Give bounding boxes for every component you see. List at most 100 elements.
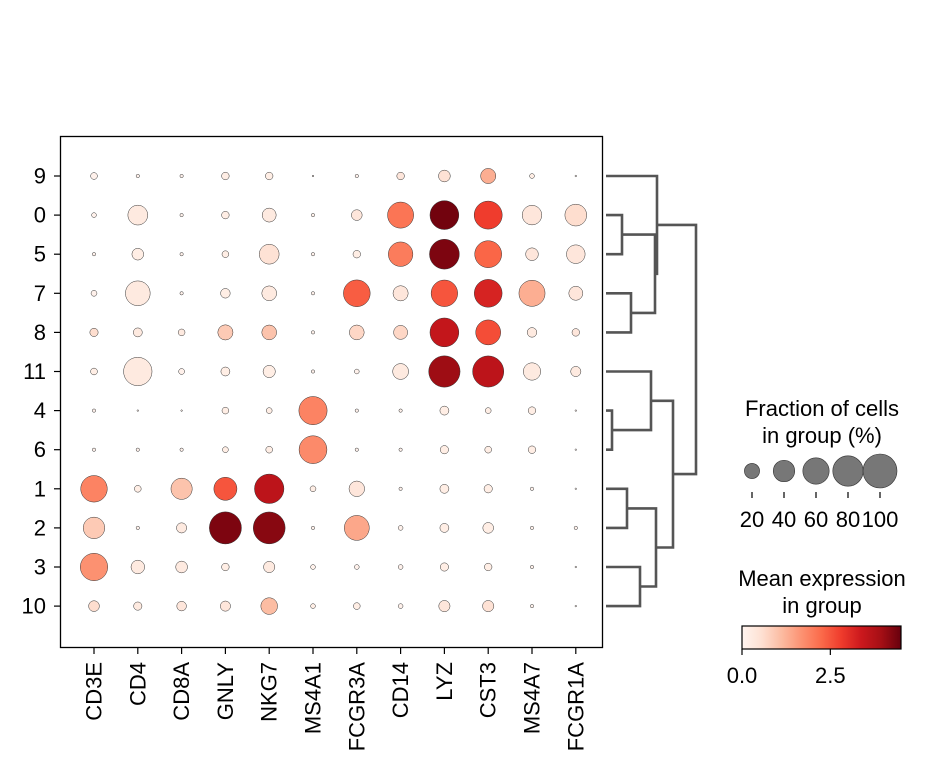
dot-7-CD14 [392, 285, 409, 302]
dot-11-MS4A7 [523, 362, 541, 381]
dot-3-CST3 [484, 562, 493, 572]
dot-11-CD3E [90, 367, 98, 376]
group-label-5: 5 [34, 242, 46, 267]
colorbar-label: 0.0 [727, 663, 758, 688]
color-legend: Mean expression in group 0.0 2.5 [727, 566, 906, 688]
size-legend-dot [832, 455, 864, 487]
dendrogram-link [657, 223, 698, 476]
dot-8-CD14 [393, 325, 408, 340]
dendrogram-link [606, 213, 624, 256]
dot-4-LYZ [439, 405, 450, 416]
dot-5-CD14 [388, 241, 414, 267]
dot-0-LYZ [429, 200, 460, 230]
dot-9-FCGR1A [574, 174, 577, 178]
dot-3-FCGR1A [574, 565, 577, 569]
dot-11-FCGR1A [570, 366, 582, 377]
dot-8-CD8A [177, 328, 186, 337]
group-label-0: 0 [34, 203, 46, 228]
dot-6-NKG7 [265, 446, 273, 454]
dot-3-MS4A1 [310, 564, 316, 570]
dot-11-CD8A [178, 368, 185, 375]
dot-1-GNLY [213, 477, 238, 501]
group-label-4: 4 [34, 398, 46, 423]
dot-0-CD3E [91, 212, 97, 218]
dot-4-GNLY [221, 406, 230, 415]
dot-0-GNLY [221, 211, 230, 220]
dot-0-MS4A1 [311, 213, 315, 218]
dot-0-CST3 [473, 200, 503, 230]
dot-8-NKG7 [261, 324, 277, 341]
dot-1-CD4 [134, 485, 142, 493]
gene-label-CD8A: CD8A [169, 662, 194, 721]
dot-3-CD14 [397, 564, 404, 570]
dot-10-GNLY [220, 600, 231, 612]
gene-label-MS4A1: MS4A1 [301, 662, 326, 734]
colorbar [741, 625, 902, 650]
dot-11-GNLY [220, 366, 231, 377]
group-label-3: 3 [34, 555, 46, 580]
dot-9-FCGR3A [354, 174, 359, 178]
group-label-2: 2 [34, 515, 46, 540]
dot-11-LYZ [428, 355, 461, 388]
dot-7-FCGR3A [343, 279, 371, 307]
color-legend-title-line1: Mean expression [738, 566, 906, 591]
dot-1-CD14 [398, 486, 403, 491]
size-legend-dot [744, 463, 760, 479]
dot-7-CD4 [125, 280, 151, 306]
dendrogram-link [606, 174, 659, 276]
dot-5-MS4A1 [311, 252, 315, 257]
dot-1-LYZ [439, 484, 450, 494]
dot-0-FCGR3A [351, 209, 363, 221]
dot-10-FCGR1A [574, 605, 577, 608]
dot-4-CST3 [485, 407, 492, 414]
dot-3-LYZ [439, 562, 449, 572]
dot-1-NKG7 [254, 473, 285, 504]
dot-2-CD8A [176, 522, 187, 534]
dot-2-CST3 [482, 522, 494, 534]
dot-8-CD3E [89, 327, 99, 337]
dot-7-NKG7 [261, 285, 277, 301]
dot-7-MS4A1 [311, 291, 315, 296]
dot-5-FCGR1A [566, 244, 586, 264]
dot-10-FCGR3A [353, 602, 361, 610]
dot-1-MS4A7 [530, 486, 534, 491]
dot-6-FCGR3A [354, 447, 359, 452]
dot-6-CD8A [179, 447, 184, 452]
dot-7-CD8A [179, 291, 184, 296]
dot-6-GNLY [222, 446, 229, 453]
dot-4-FCGR1A [574, 409, 577, 412]
dot-1-FCGR1A [574, 487, 577, 490]
group-label-1: 1 [34, 476, 46, 501]
dot-0-CD4 [127, 204, 148, 226]
dot-2-FCGR3A [344, 515, 370, 541]
dot-4-FCGR3A [354, 408, 359, 413]
dot-6-CST3 [484, 446, 492, 454]
dot-2-CD3E [83, 516, 105, 539]
gene-label-CD14: CD14 [388, 662, 413, 718]
dot-6-MS4A7 [527, 445, 537, 454]
dot-0-CD8A [179, 213, 184, 218]
dot-6-CD14 [398, 447, 403, 452]
dot-3-NKG7 [263, 561, 276, 573]
dot-4-CD8A [180, 409, 183, 412]
dot-10-MS4A1 [310, 603, 316, 609]
dendrogram-link [627, 507, 658, 588]
dot-8-FCGR1A [571, 328, 580, 337]
dot-6-FCGR1A [574, 448, 577, 451]
dot-4-MS4A1 [298, 396, 328, 425]
dot-6-CD3E [92, 447, 96, 452]
dot-10-CD4 [133, 601, 143, 611]
dot-2-CD14 [397, 525, 404, 531]
dot-4-NKG7 [266, 407, 273, 414]
dot-7-CST3 [474, 279, 503, 308]
dot-5-NKG7 [259, 244, 280, 265]
group-label-11: 11 [23, 359, 46, 384]
dot-1-CST3 [483, 484, 493, 494]
dot-9-CD4 [135, 174, 140, 178]
gene-label-NKG7: NKG7 [257, 662, 282, 722]
gene-label-GNLY: GNLY [213, 662, 238, 721]
dot-1-MS4A1 [309, 485, 317, 492]
dot-0-CD14 [387, 201, 414, 229]
size-legend-label: 100 [862, 507, 899, 532]
dot-5-MS4A7 [525, 247, 539, 261]
